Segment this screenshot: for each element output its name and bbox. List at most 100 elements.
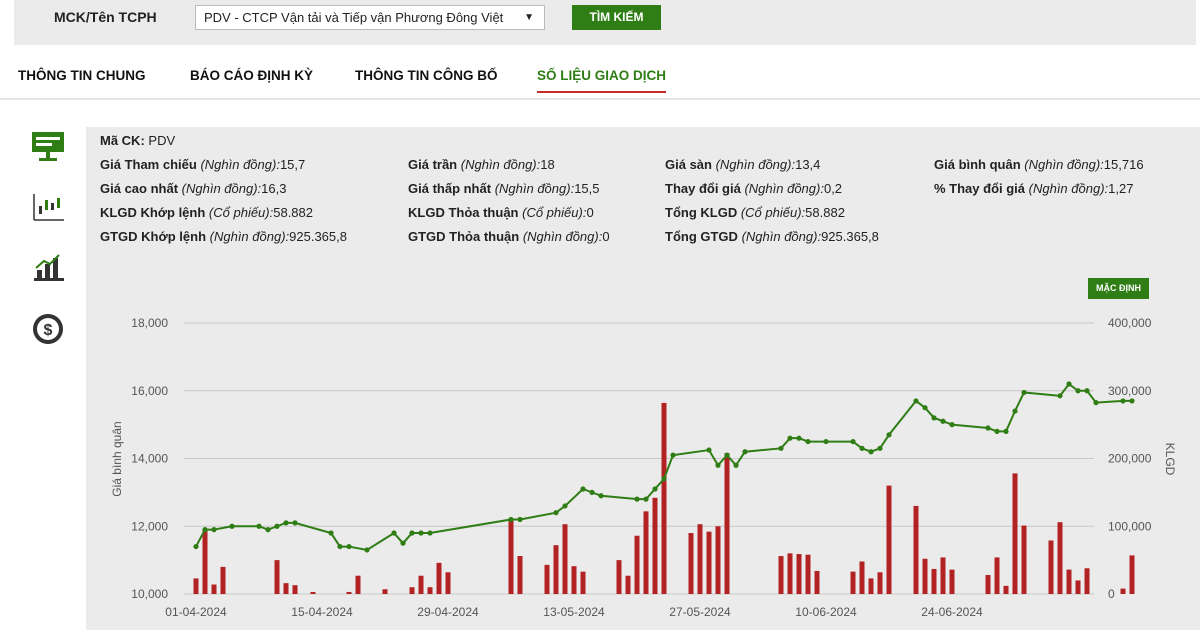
y-right-tick-label: 0 — [1108, 587, 1115, 601]
volume-bar — [1084, 568, 1090, 594]
price-point — [715, 462, 721, 468]
search-button[interactable]: TÌM KIẾM — [572, 5, 661, 30]
price-point — [778, 445, 784, 451]
dollar-coin-icon[interactable]: $ — [30, 312, 66, 346]
volume-bar — [814, 570, 820, 594]
info-field: GTGD Thỏa thuận (Nghìn đồng):0 — [408, 229, 610, 244]
volume-bar — [220, 566, 226, 594]
price-point — [940, 418, 946, 424]
volume-bar — [886, 485, 892, 594]
tab-bar: THÔNG TIN CHUNG BÁO CÁO ĐỊNH KỲ THÔNG TI… — [0, 62, 1200, 100]
tab-trading-data[interactable]: SỐ LIỆU GIAO DỊCH — [537, 68, 667, 93]
volume-bar — [661, 402, 667, 594]
volume-bar — [418, 575, 424, 594]
volume-bar — [616, 560, 622, 594]
y-left-axis-title: Giá bình quân — [110, 421, 124, 496]
price-point — [823, 438, 829, 445]
price-point — [949, 422, 955, 428]
volume-bar — [778, 556, 784, 594]
trading-info-panel: Mã CK: PDV Giá Tham chiếu (Nghìn đồng):1… — [86, 127, 1200, 265]
stock-select-value: PDV - CTCP Vận tải và Tiếp vận Phương Đô… — [204, 10, 504, 25]
volume-bar — [688, 533, 694, 594]
volume-bar — [868, 578, 874, 594]
bar-growth-chart-icon[interactable] — [30, 252, 66, 286]
volume-bar — [1120, 588, 1126, 594]
volume-bar — [850, 571, 856, 594]
price-point — [346, 543, 352, 550]
price-point — [733, 462, 739, 468]
volume-bar — [310, 591, 316, 594]
volume-bar — [283, 583, 289, 594]
x-tick-label: 13-05-2024 — [543, 605, 605, 619]
price-point — [1075, 388, 1081, 394]
info-field: Thay đổi giá (Nghìn đồng):0,2 — [665, 181, 843, 196]
price-point — [580, 486, 586, 492]
price-point — [1093, 400, 1099, 406]
x-tick-label: 24-06-2024 — [921, 605, 983, 619]
volume-bar — [508, 519, 514, 594]
volume-bar — [1057, 522, 1063, 594]
volume-bar — [193, 578, 199, 594]
info-field: Giá Tham chiếu (Nghìn đồng):15,7 — [100, 157, 306, 172]
y-left-tick-label: 14,000 — [131, 452, 168, 466]
price-point — [706, 447, 712, 453]
chart-panel: MẶC ĐỊNH 10,000 12,000 14,000 16,000 18,000 0… — [86, 265, 1200, 630]
price-point — [661, 476, 667, 482]
candlestick-chart-icon[interactable] — [30, 190, 66, 224]
volume-bar — [922, 558, 928, 594]
price-point — [202, 527, 208, 533]
ticker-label: Mã CK: — [100, 133, 145, 148]
price-point — [634, 496, 640, 502]
volume-bar — [211, 584, 217, 594]
info-field: KLGD Khớp lệnh (Cổ phiếu):58.882 — [100, 205, 313, 220]
price-point — [1129, 398, 1135, 404]
volume-bar — [859, 561, 865, 594]
default-view-button[interactable]: MẶC ĐỊNH — [1088, 278, 1149, 299]
info-field: Tổng KLGD (Cổ phiếu):58.882 — [665, 205, 845, 220]
x-tick-label: 10-06-2024 — [795, 605, 857, 619]
volume-bar — [634, 535, 640, 594]
price-point — [1021, 389, 1027, 396]
price-point — [274, 523, 280, 529]
stock-select[interactable]: PDV - CTCP Vận tải và Tiếp vận Phương Đô… — [195, 5, 545, 30]
price-point — [283, 520, 289, 526]
search-bar: MCK/Tên TCPH PDV - CTCP Vận tải và Tiếp … — [14, 0, 1196, 45]
price-point — [994, 428, 1000, 434]
volume-bar — [553, 545, 559, 594]
tab-disclosures[interactable]: THÔNG TIN CÔNG BỐ — [355, 68, 498, 83]
y-right-axis-title: KLGD — [1163, 443, 1177, 476]
price-point — [292, 520, 298, 526]
volume-bar — [787, 553, 793, 594]
volume-bar — [643, 511, 649, 594]
info-field: Giá bình quân (Nghìn đồng):15,716 — [934, 157, 1144, 172]
volume-bar — [913, 505, 919, 594]
price-point — [1057, 393, 1063, 399]
price-point — [418, 530, 424, 536]
price-point — [562, 503, 568, 509]
x-tick-label: 01-04-2024 — [165, 605, 227, 619]
dropdown-arrow-icon[interactable]: ▼ — [524, 12, 534, 23]
tab-general-info[interactable]: THÔNG TIN CHUNG — [18, 68, 146, 83]
volume-bar — [985, 575, 991, 594]
presentation-board-icon[interactable] — [30, 130, 66, 164]
price-point — [922, 405, 928, 411]
volume-bar — [445, 572, 451, 594]
price-point — [652, 486, 658, 492]
price-point — [211, 527, 217, 533]
tab-periodic-reports[interactable]: BÁO CÁO ĐỊNH KỲ — [190, 68, 314, 83]
info-field: Tổng GTGD (Nghìn đồng):925.365,8 — [665, 229, 879, 244]
volume-bar — [274, 560, 280, 594]
volume-bar — [796, 554, 802, 594]
volume-bar — [1129, 555, 1135, 594]
volume-bar — [724, 453, 730, 594]
price-point — [229, 523, 235, 529]
x-tick-label: 15-04-2024 — [291, 605, 353, 619]
price-point — [724, 452, 730, 458]
y-left-tick-label: 10,000 — [131, 587, 168, 601]
price-point — [1012, 408, 1018, 414]
price-point — [589, 489, 595, 495]
info-field: KLGD Thỏa thuận (Cổ phiếu):0 — [408, 205, 594, 220]
y-right-tick-label: 200,000 — [1108, 452, 1152, 466]
price-point — [598, 493, 604, 499]
search-label: MCK/Tên TCPH — [54, 9, 157, 25]
